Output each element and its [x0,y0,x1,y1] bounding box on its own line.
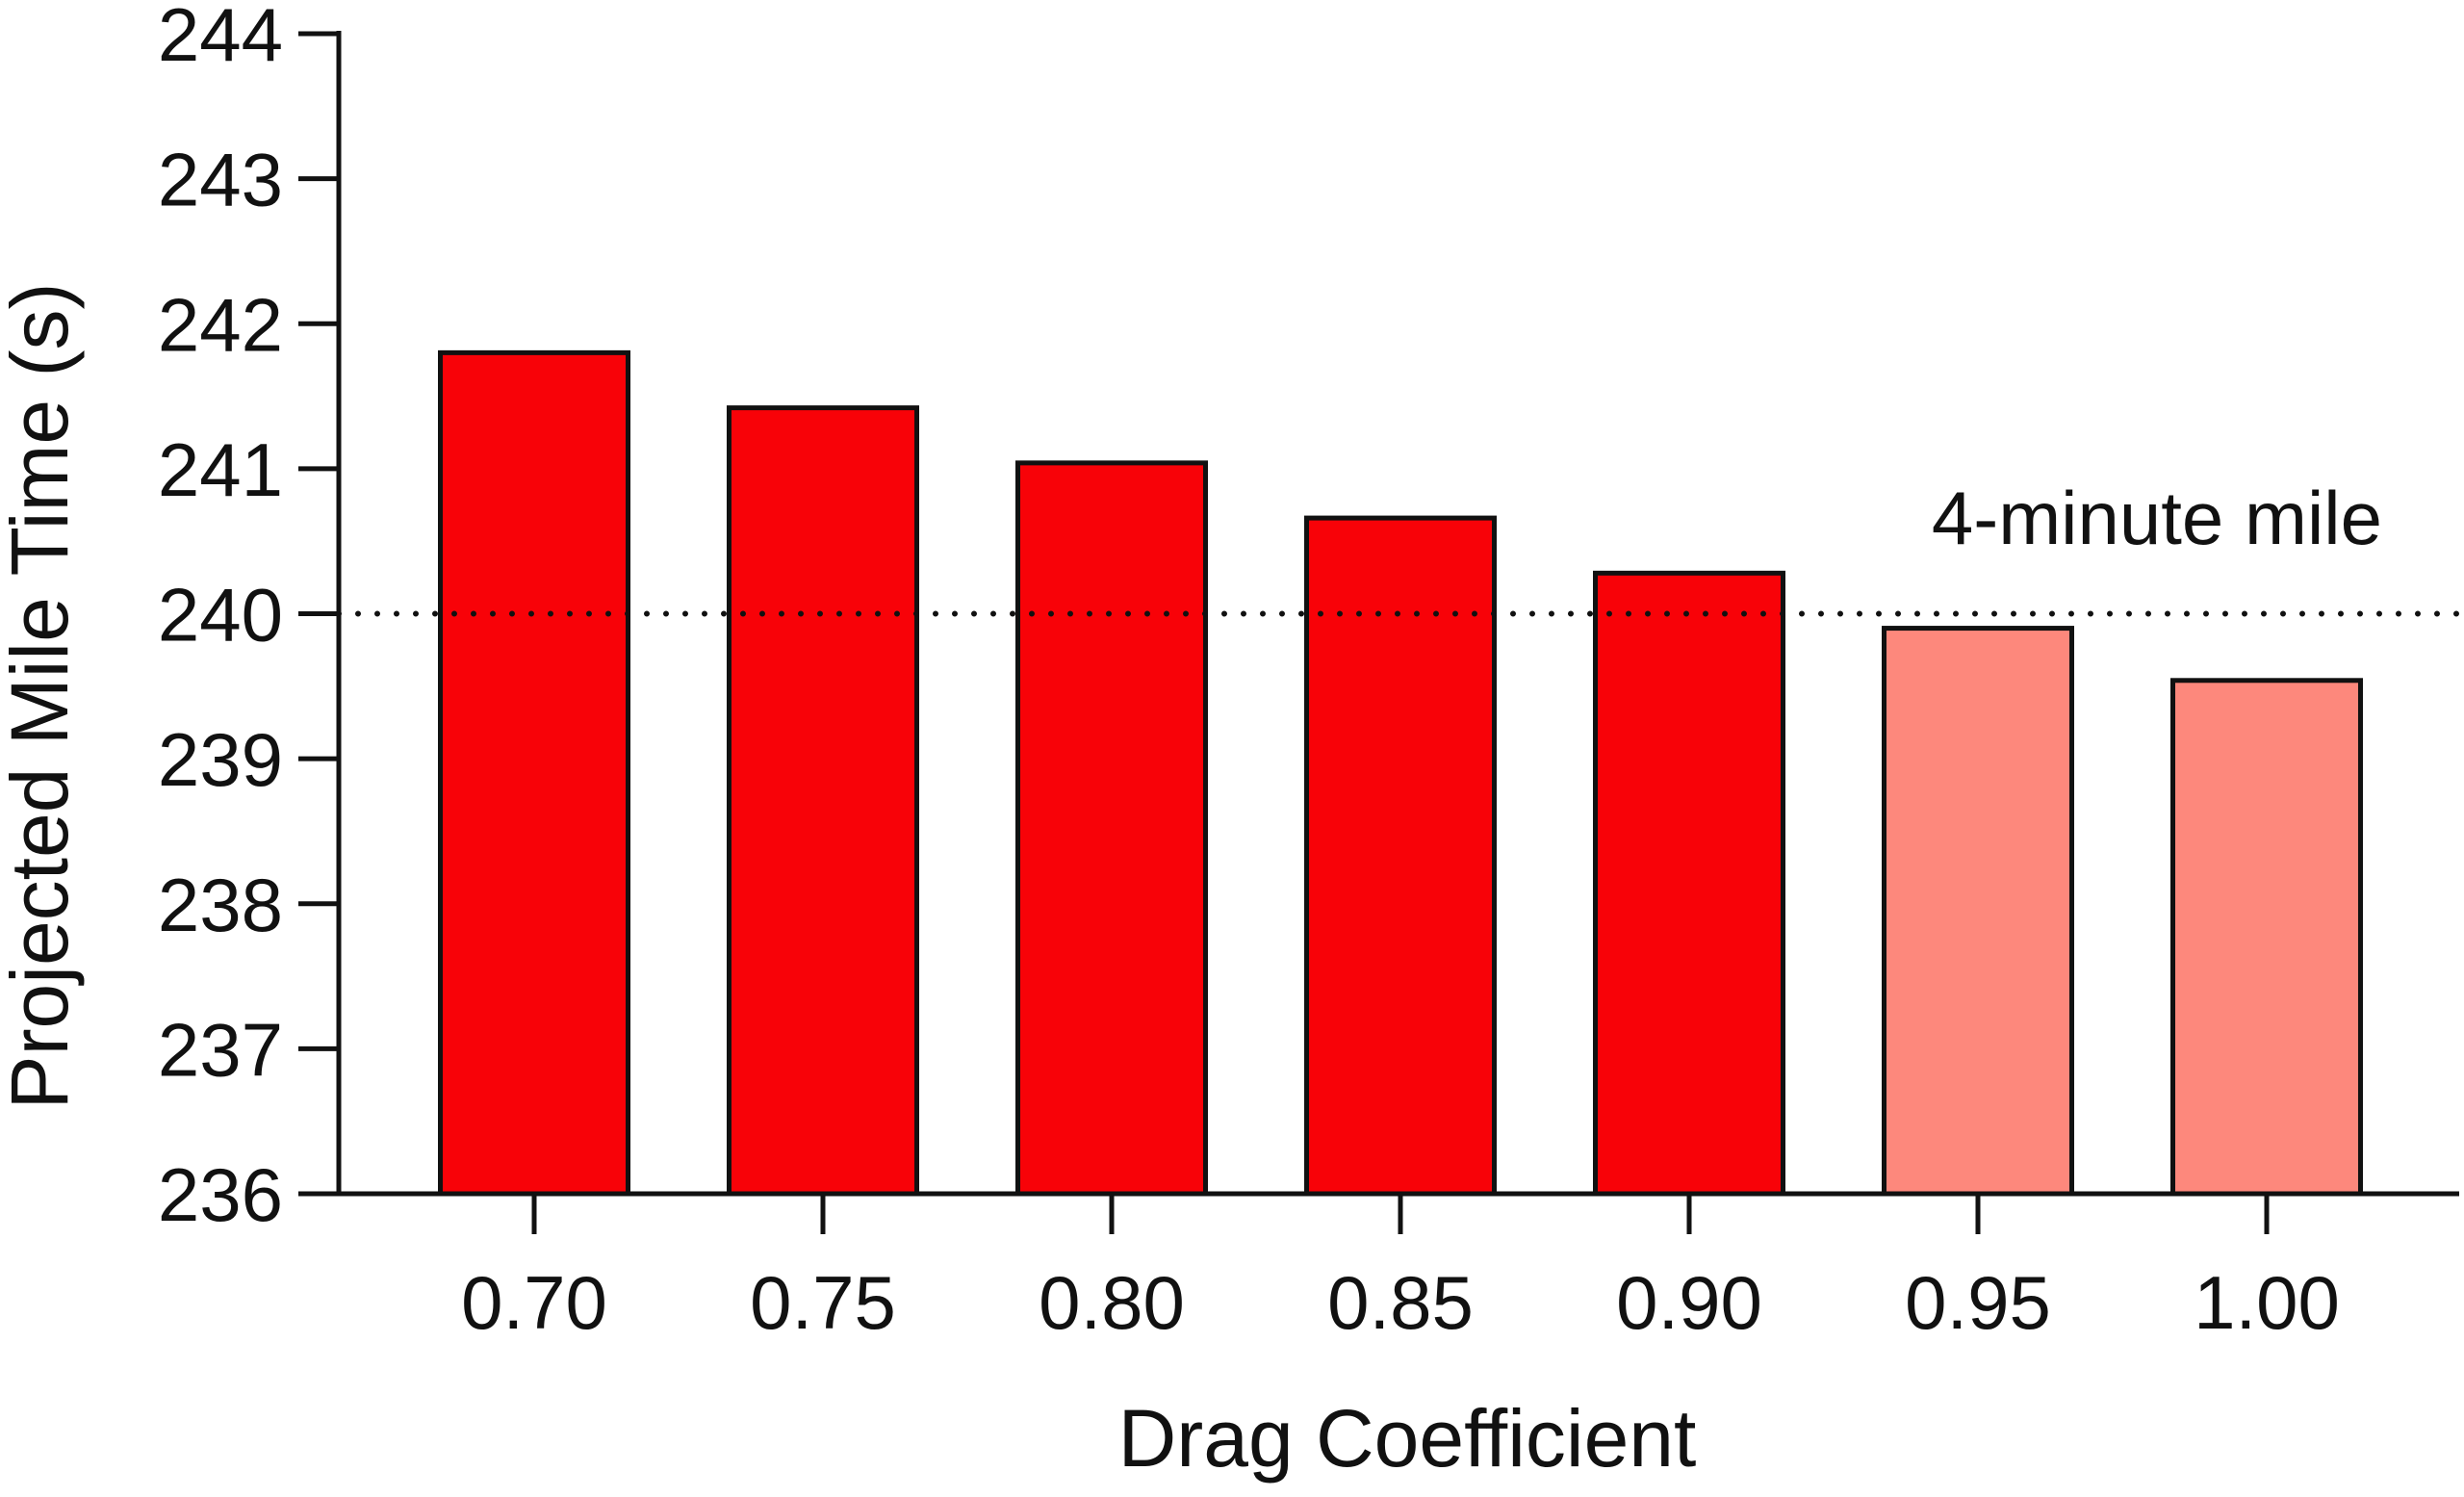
axes-group: 236 237 238 239 240 241 242 243 244 0.70 0.75 0.80 0… [158,0,2459,1345]
x-tick-label-0.95: 0.95 [1905,1260,2051,1345]
y-tick-label-237: 237 [158,1007,283,1092]
bars-group [438,349,2363,1197]
y-axis-title: Projected Mile Time (s) [0,283,85,1110]
y-tick-label-242: 242 [158,282,283,367]
x-tick-label-0.90: 0.90 [1616,1260,1762,1345]
y-tick-label-239: 239 [158,717,283,802]
y-tick-label-238: 238 [158,863,283,947]
bar-1.00 [2170,678,2363,1197]
bar-0.70 [438,349,630,1197]
y-tick-label-244: 244 [158,0,283,77]
reference-line-label: 4-minute mile [1932,476,2382,560]
x-tick-label-0.70: 0.70 [461,1260,607,1345]
x-tick-label-0.75: 0.75 [750,1260,896,1345]
bar-0.80 [1015,460,1208,1197]
y-tick-label-241: 241 [158,427,283,512]
x-tick-label-1.00: 1.00 [2194,1260,2340,1345]
bar-0.75 [727,405,919,1197]
x-axis-title: Drag Coefficient [1118,1393,1697,1484]
bar-0.90 [1593,570,1785,1197]
y-tick-label-240: 240 [158,573,283,658]
bar-0.95 [1882,626,2074,1197]
x-tick-label-0.80: 0.80 [1039,1260,1185,1345]
y-tick-label-243: 243 [158,138,283,222]
x-tick-label-0.85: 0.85 [1327,1260,1474,1345]
bar-0.85 [1304,515,1497,1197]
y-tick-label-236: 236 [158,1152,283,1237]
